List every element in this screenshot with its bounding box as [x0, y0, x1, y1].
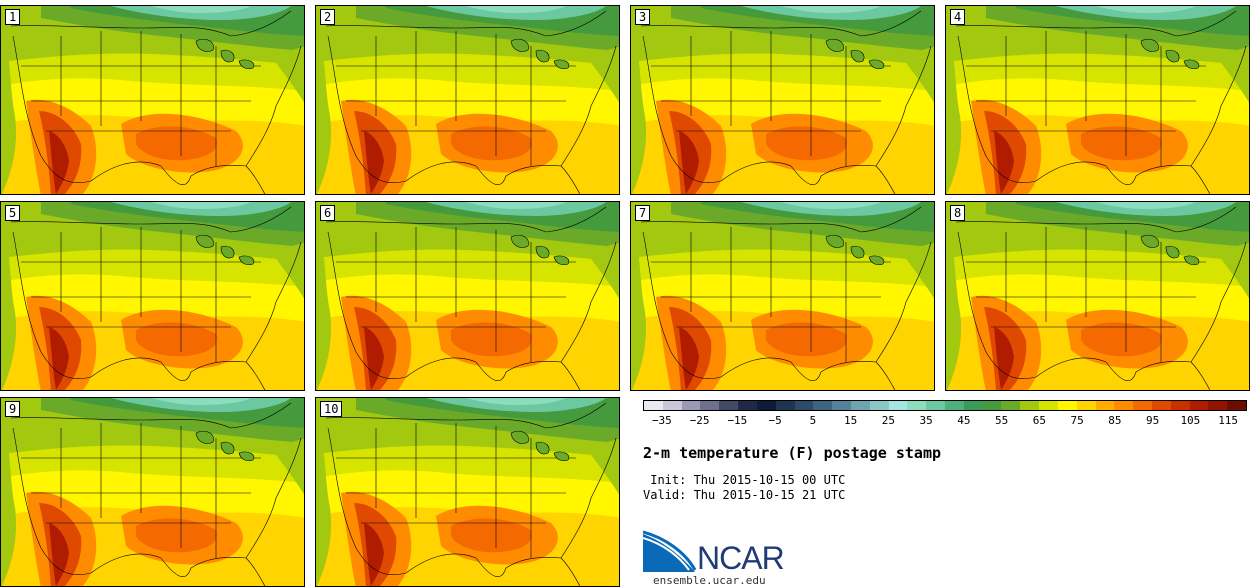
- colorbar-swatch: [1170, 401, 1190, 410]
- colorbar-swatch: [850, 401, 870, 410]
- member-map-panel: 8: [945, 201, 1250, 391]
- colorbar-tick-label: 15: [844, 414, 858, 427]
- temperature-map-icon: [1, 398, 304, 586]
- member-label: 10: [320, 401, 343, 417]
- member-map-panel: 6: [315, 201, 620, 391]
- colorbar-swatch: [926, 401, 945, 410]
- valid-time: Valid: Thu 2015-10-15 21 UTC: [643, 488, 846, 502]
- colorbar-swatch: [813, 401, 833, 410]
- member-label: 7: [635, 205, 651, 221]
- colorbar-swatch: [738, 401, 757, 410]
- temperature-map-icon: [946, 6, 1249, 194]
- colorbar-swatch: [775, 401, 795, 410]
- temperature-map-icon: [316, 6, 619, 194]
- temperature-map-icon: [946, 202, 1249, 390]
- colorbar-swatch: [982, 401, 1002, 410]
- colorbar-tick-label: 65: [1032, 414, 1046, 427]
- member-map-panel: 1: [0, 5, 305, 195]
- colorbar-swatch: [1039, 401, 1058, 410]
- colorbar-tick-label: −5: [768, 414, 782, 427]
- colorbar-swatch: [662, 401, 682, 410]
- member-map-panel: 4: [945, 5, 1250, 195]
- colorbar-swatch: [700, 401, 720, 410]
- colorbar-swatch: [869, 401, 889, 410]
- colorbar-swatch: [1227, 401, 1246, 410]
- colorbar-swatch: [1001, 401, 1021, 410]
- colorbar-ticks: −35 −25 −15 −5 5 15 25 35 45 55 65 75 85 95 105 115: [643, 414, 1247, 428]
- member-label: 2: [320, 9, 336, 25]
- colorbar-swatch: [1076, 401, 1096, 410]
- member-label: 1: [5, 9, 21, 25]
- colorbar-tick-label: 25: [881, 414, 895, 427]
- member-map-panel: 9: [0, 397, 305, 587]
- colorbar-tick-label: 115: [1218, 414, 1239, 427]
- init-time: Init: Thu 2015-10-15 00 UTC: [643, 473, 846, 487]
- colorbar-swatch: [1095, 401, 1115, 410]
- colorbar-tick-label: 45: [957, 414, 971, 427]
- colorbar-swatch: [1057, 401, 1077, 410]
- colorbar-tick-label: −15: [727, 414, 748, 427]
- member-label: 3: [635, 9, 651, 25]
- temperature-map-icon: [316, 398, 619, 586]
- colorbar-swatch: [832, 401, 851, 410]
- colorbar-tick-label: 95: [1146, 414, 1160, 427]
- member-label: 4: [950, 9, 966, 25]
- member-map-panel: 5: [0, 201, 305, 391]
- colorbar-swatch: [945, 401, 964, 410]
- colorbar-swatch: [888, 401, 908, 410]
- colorbar-tick-label: −35: [651, 414, 672, 427]
- temperature-map-icon: [631, 202, 934, 390]
- colorbar-swatch: [719, 401, 739, 410]
- temperature-map-icon: [631, 6, 934, 194]
- colorbar-swatch: [1020, 401, 1040, 410]
- temperature-map-icon: [1, 202, 304, 390]
- member-map-panel: 3: [630, 5, 935, 195]
- site-url: ensemble.ucar.edu: [653, 574, 766, 587]
- page-title: 2-m temperature (F) postage stamp: [643, 444, 942, 462]
- member-label: 5: [5, 205, 21, 221]
- colorbar-tick-label: 75: [1070, 414, 1084, 427]
- colorbar-tick-label: 55: [995, 414, 1009, 427]
- temperature-colorbar: [643, 400, 1247, 411]
- colorbar-swatch: [1133, 401, 1152, 410]
- colorbar-swatch: [794, 401, 814, 410]
- member-label: 8: [950, 205, 966, 221]
- colorbar-tick-label: −25: [689, 414, 710, 427]
- colorbar-swatch: [907, 401, 927, 410]
- colorbar-swatch: [756, 401, 776, 410]
- colorbar-swatch: [1151, 401, 1171, 410]
- member-map-panel: 7: [630, 201, 935, 391]
- ncar-logo-text: NCAR: [697, 540, 785, 576]
- colorbar-tick-label: 35: [919, 414, 933, 427]
- colorbar-swatch: [1189, 401, 1209, 410]
- temperature-map-icon: [316, 202, 619, 390]
- colorbar-tick-label: 5: [809, 414, 817, 427]
- member-label: 9: [5, 401, 21, 417]
- colorbar-swatch: [963, 401, 983, 410]
- colorbar-swatch: [1208, 401, 1228, 410]
- colorbar-swatch: [681, 401, 701, 410]
- colorbar-swatch: [644, 401, 663, 410]
- ncar-logo-icon: [643, 530, 697, 572]
- member-label: 6: [320, 205, 336, 221]
- colorbar-tick-label: 85: [1108, 414, 1122, 427]
- colorbar-tick-label: 105: [1180, 414, 1201, 427]
- colorbar-swatch: [1114, 401, 1134, 410]
- member-map-panel: 2: [315, 5, 620, 195]
- member-map-panel: 10: [315, 397, 620, 587]
- temperature-map-icon: [1, 6, 304, 194]
